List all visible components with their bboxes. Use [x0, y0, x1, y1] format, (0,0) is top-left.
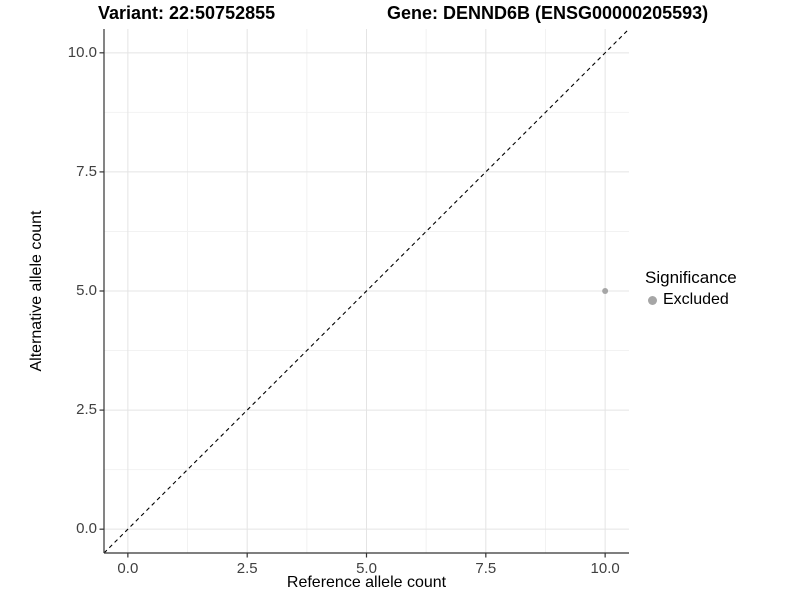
y-tick-label: 2.5	[76, 401, 97, 419]
y-tick-label: 5.0	[76, 282, 97, 299]
y-tick-label: 10.0	[67, 43, 97, 61]
plot-title-variant: Variant: 22:50752855	[98, 3, 276, 23]
x-tick-label: 10.0	[590, 560, 620, 577]
identity-reference-line	[103, 28, 630, 554]
x-tick-label: 2.5	[236, 560, 258, 577]
legend-item-excluded: Excluded	[645, 291, 737, 309]
legend-item-label: Excluded	[663, 291, 729, 308]
x-tick-label: 5.0	[356, 560, 377, 577]
plot-title-gene: Gene: DENND6B (ENSG00000205593)	[387, 3, 709, 23]
x-tick-label: 7.5	[475, 560, 497, 577]
y-tick-label: 7.5	[76, 162, 97, 180]
excluded-point-icon	[648, 295, 657, 305]
x-axis-title: Reference allele count	[286, 574, 447, 591]
legend-title: Significance	[645, 268, 737, 287]
x-tick-label: 0.0	[117, 560, 139, 577]
legend: Significance Excluded	[645, 268, 737, 309]
y-tick-label: 0.0	[76, 520, 97, 538]
data-point	[602, 288, 609, 294]
